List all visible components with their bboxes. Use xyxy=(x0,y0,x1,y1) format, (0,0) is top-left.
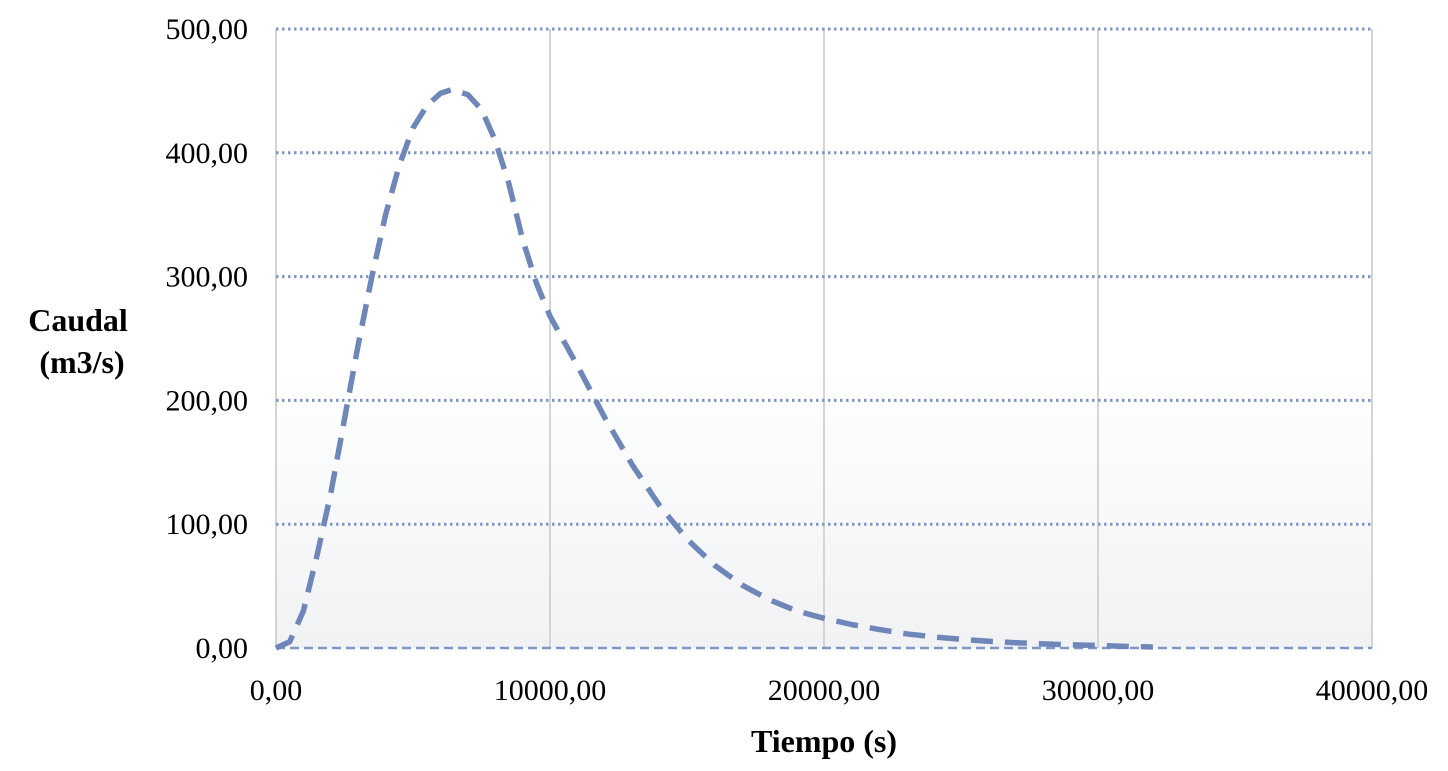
series-line-0 xyxy=(274,86,1153,651)
x-tick-label-3: 30000,00 xyxy=(1042,674,1155,707)
x-tick-label-2: 20000,00 xyxy=(768,674,881,707)
y-tick-label-2: 200,00 xyxy=(166,384,249,417)
x-tick-label-0: 0,00 xyxy=(250,674,303,707)
x-axis-tick-labels: 0,00 10000,00 20000,00 30000,00 40000,00 xyxy=(250,674,1429,707)
x-tick-label-1: 10000,00 xyxy=(494,674,607,707)
y-tick-label-0: 0,00 xyxy=(196,632,249,665)
y-tick-label-3: 300,00 xyxy=(166,261,249,294)
series-layer xyxy=(274,86,1153,651)
y-tick-label-1: 100,00 xyxy=(166,508,249,541)
vertical-gridlines xyxy=(275,29,1373,648)
x-axis-title: Tiempo (s) xyxy=(751,723,897,759)
y-tick-label-5: 500,00 xyxy=(166,13,249,46)
horizontal-gridlines xyxy=(276,27,1372,650)
x-tick-label-4: 40000,00 xyxy=(1316,674,1429,707)
y-axis-title-line1: Caudal xyxy=(28,302,128,338)
y-axis-tick-labels: 0,00 100,00 200,00 300,00 400,00 500,00 xyxy=(166,13,249,665)
y-axis-title-line2: (m3/s) xyxy=(39,344,124,380)
y-tick-label-4: 400,00 xyxy=(166,137,249,170)
